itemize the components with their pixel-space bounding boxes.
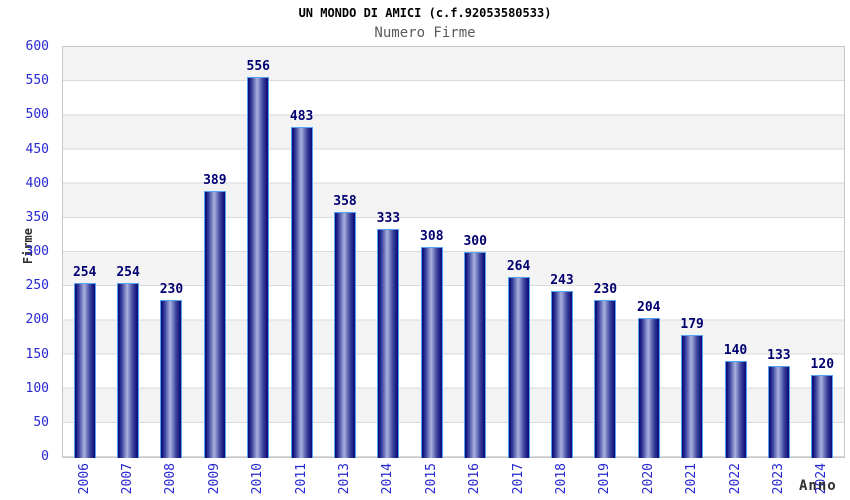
x-tick-label: 2014 (380, 463, 396, 495)
x-tick-label: 2022 (727, 463, 743, 495)
y-tick-label: 150 (25, 346, 49, 362)
x-tick-label: 2019 (597, 463, 613, 495)
plot-area (62, 46, 845, 458)
x-tick-label: 2021 (684, 463, 700, 495)
bar-2019 (594, 299, 617, 458)
bar-value-label: 300 (463, 234, 487, 249)
bar-2010 (247, 77, 270, 458)
bar-2017 (507, 276, 530, 458)
bar-value-label: 483 (289, 108, 314, 124)
bar-value-label: 254 (72, 265, 97, 281)
y-tick-label: 50 (33, 414, 49, 430)
bar-value-label: 133 (767, 348, 791, 364)
x-tick-label: 2009 (206, 463, 222, 495)
x-tick-label: 2020 (640, 463, 656, 495)
bar-2023 (767, 366, 790, 458)
bar-2020 (637, 317, 660, 458)
x-tick-label: 2006 (76, 463, 92, 495)
bar-value-label: 179 (680, 316, 704, 332)
bar-2014 (377, 229, 400, 458)
y-tick-label: 450 (25, 141, 49, 157)
bar-2024 (811, 375, 834, 458)
y-tick-label: 600 (25, 39, 49, 54)
x-tick-label: 2008 (163, 463, 179, 495)
bar-2015 (420, 246, 443, 458)
x-tick-label: 2018 (553, 463, 569, 495)
bar-2018 (550, 290, 573, 458)
bar-2006 (73, 283, 96, 458)
chart-subtitle: Numero Firme (374, 25, 476, 41)
chart-title: UN MONDO DI AMICI (c.f.92053580533) (298, 6, 552, 20)
bar-2016 (464, 252, 487, 458)
bar-2008 (160, 299, 183, 458)
y-tick-label: 500 (25, 107, 49, 123)
x-tick-label: 2013 (337, 463, 353, 495)
bar-2011 (290, 126, 313, 458)
bar-value-label: 120 (810, 357, 835, 372)
bar-value-label: 264 (506, 258, 531, 274)
bar-value-label: 230 (159, 281, 184, 297)
x-tick-label: 2023 (770, 463, 786, 495)
bar-value-label: 254 (116, 265, 140, 281)
bar-2009 (203, 191, 226, 458)
y-tick-label: 300 (25, 244, 49, 259)
x-tick-label: 2011 (293, 463, 309, 495)
bar-value-label: 230 (593, 281, 618, 297)
bar-value-label: 140 (723, 343, 748, 359)
y-tick-label: 0 (41, 449, 49, 464)
x-tick-label: 2007 (120, 463, 136, 495)
bar-2021 (681, 334, 704, 458)
x-tick-label: 2015 (423, 463, 439, 495)
bar-value-label: 333 (376, 211, 401, 227)
bar-2013 (334, 212, 357, 458)
y-tick-label: 250 (25, 278, 49, 294)
bar-value-label: 204 (637, 299, 661, 315)
bar-2007 (117, 283, 140, 458)
x-axis-title: Anno (799, 478, 837, 494)
x-tick-label: 2017 (510, 463, 526, 495)
bar-value-label: 389 (203, 173, 227, 189)
y-tick-label: 550 (25, 73, 49, 89)
x-tick-label: 2016 (467, 463, 483, 495)
y-tick-label: 100 (25, 380, 49, 396)
y-tick-label: 200 (25, 312, 49, 328)
y-tick-label: 350 (25, 209, 49, 225)
bar-value-label: 358 (333, 194, 357, 210)
x-tick-label: 2010 (250, 463, 266, 495)
bar-value-label: 308 (420, 228, 444, 244)
bar-value-label: 556 (246, 59, 270, 75)
y-tick-label: 400 (25, 175, 49, 191)
bar-value-label: 243 (550, 272, 574, 288)
bar-2022 (724, 361, 747, 458)
